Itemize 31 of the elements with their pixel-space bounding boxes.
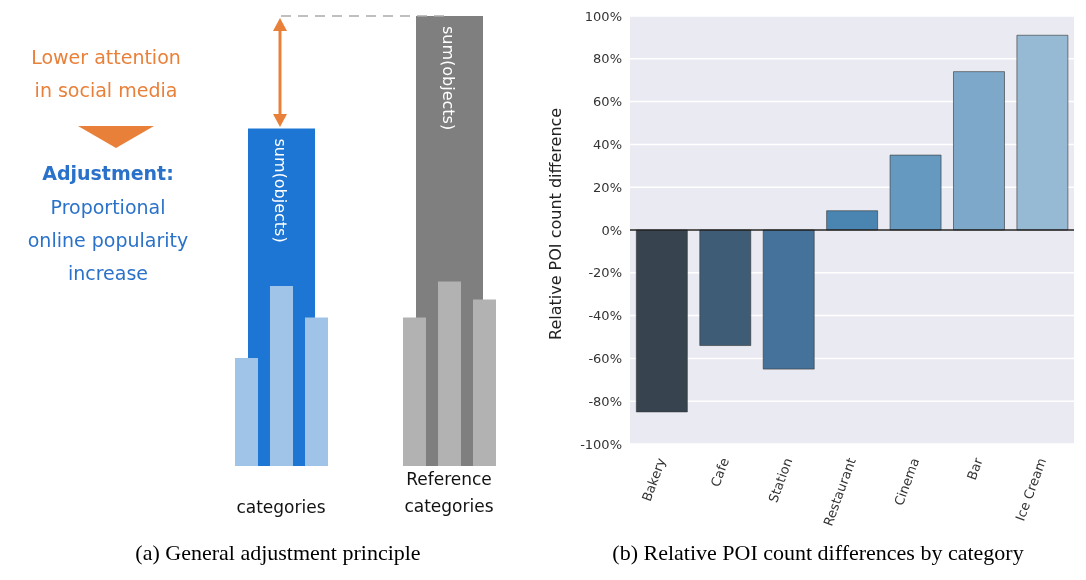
text: (b) Relative POI count differences by category [611,540,1025,566]
text: (a) General adjustment principle [134,540,422,566]
annotation: sum(objects) [270,138,290,243]
text: Adjustment: [42,162,174,184]
x-tick-label: categories [236,497,326,517]
bar [699,229,752,346]
x-tick-label: Bar [963,455,986,482]
y-tick-label: -100% [580,436,622,452]
y-tick-label: 40% [593,137,622,153]
y-tick-label: 100% [584,8,622,24]
y-tick-label: 20% [593,179,622,195]
x-tick-label: Reference categories [404,469,494,516]
bar [953,71,1005,231]
x-tick-label: Ice Cream [1012,455,1050,523]
bar [762,229,815,370]
text: Lower attention in social media [31,46,181,101]
y-tick-label: -60% [588,351,622,367]
y-tick-label: -40% [588,308,622,324]
bar [636,229,688,413]
text: Proportional online popularity increase [27,196,189,284]
y-axis-title: Relative POI count difference [545,107,565,340]
y-tick-label: 60% [593,94,622,110]
y-tick-label: 80% [593,51,622,67]
annotation: sum(objects) [438,26,458,131]
bar [889,154,942,231]
y-tick-label: -20% [588,265,622,281]
x-tick-label: Cafe [707,455,732,489]
y-tick-label: 0% [601,222,622,238]
bar [1016,34,1069,231]
bar [826,210,878,231]
y-tick-label: -80% [588,393,622,409]
